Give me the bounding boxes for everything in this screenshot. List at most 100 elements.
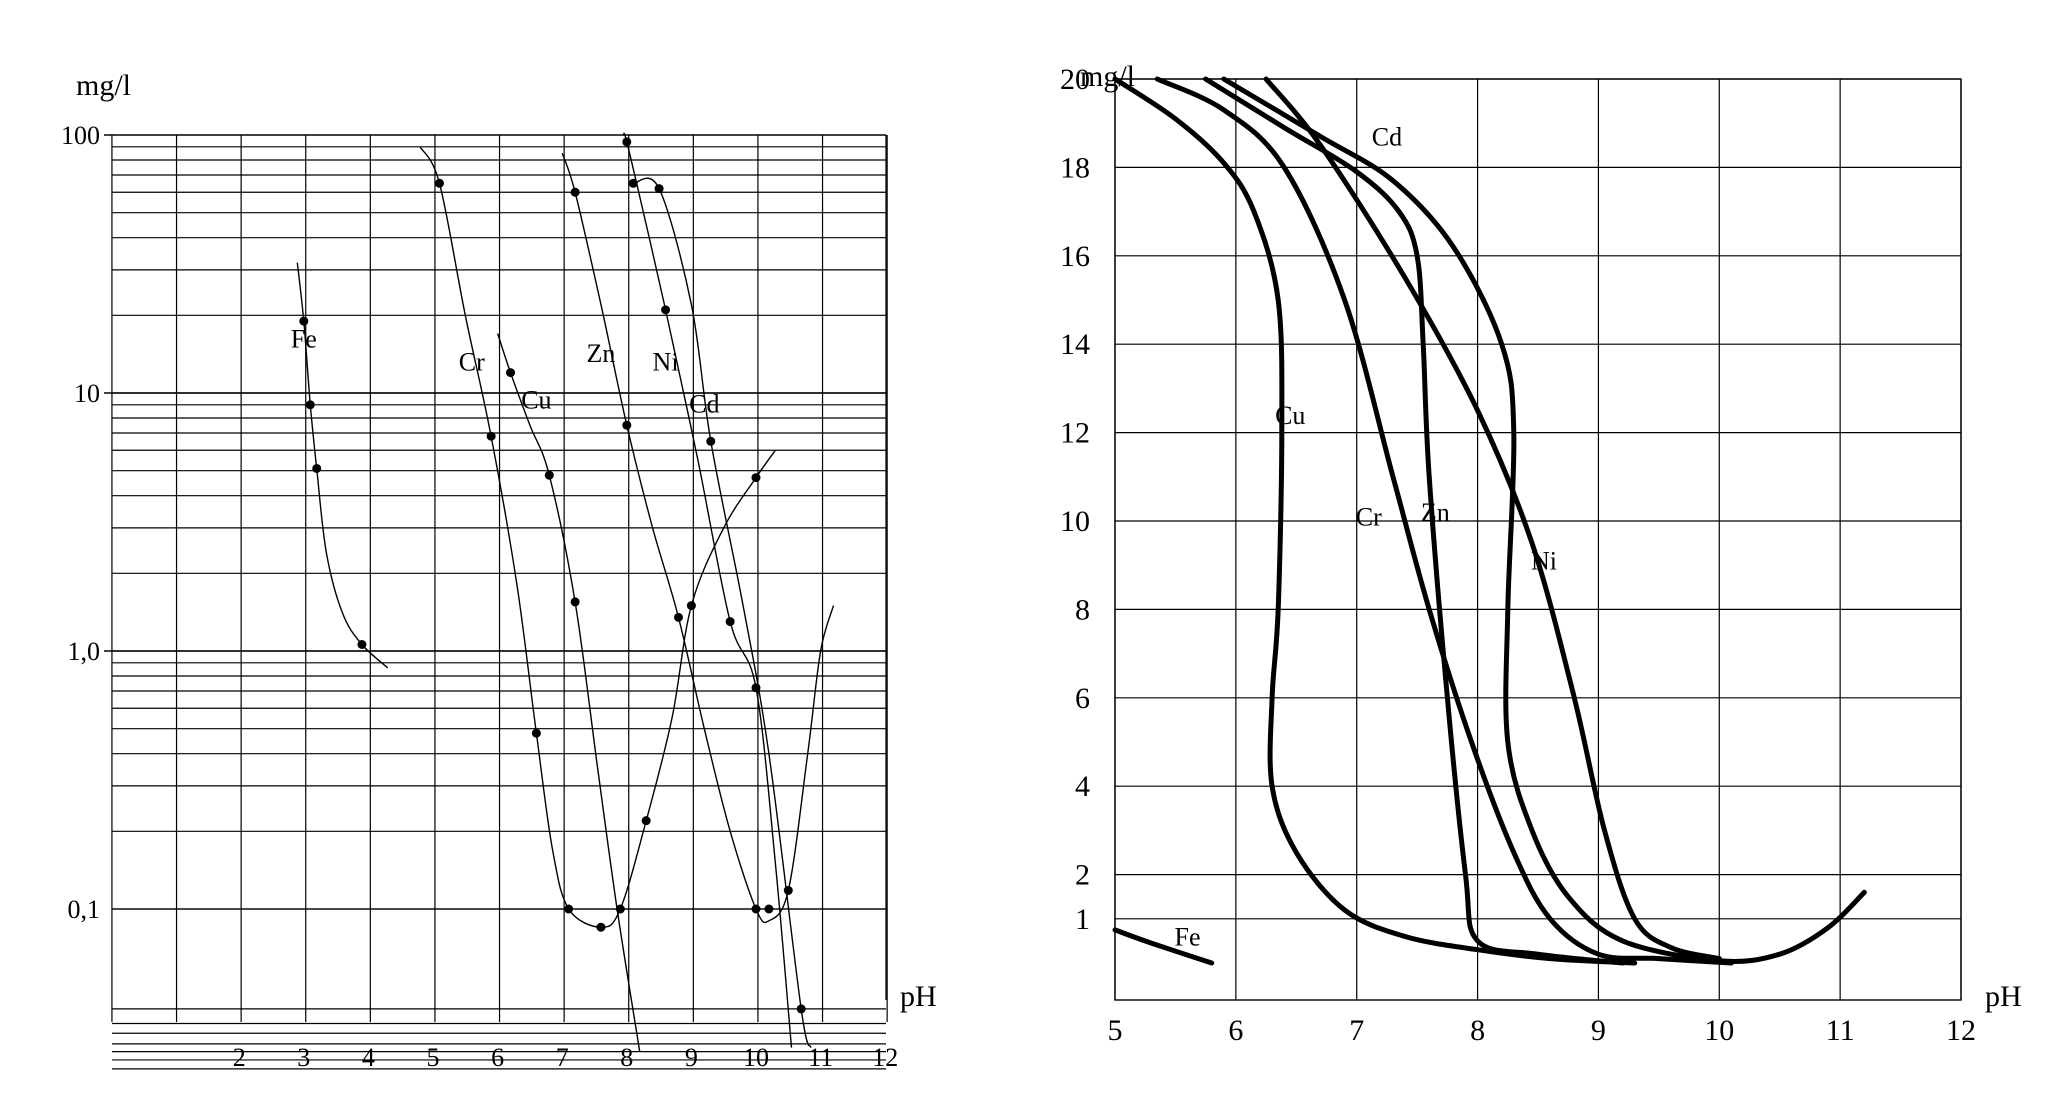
right-series-line-cu (1112, 76, 1638, 966)
left-grid (104, 134, 888, 1070)
right-x-tick-label: 8 (1470, 1014, 1485, 1047)
right-series-line-zn (1203, 76, 1626, 966)
right-x-tick-label: 6 (1228, 1014, 1243, 1047)
left-x-tick-label: 2 (233, 1043, 246, 1072)
left-x-tick-label: 4 (362, 1043, 375, 1072)
left-point-cu (570, 597, 580, 607)
right-y-tick-label: 10 (1060, 505, 1090, 538)
left-y-tick-label: 10 (74, 379, 100, 408)
left-y-tick-label: 0,1 (68, 895, 101, 924)
right-x-tick-label: 7 (1349, 1014, 1364, 1047)
left-point-cd (706, 436, 716, 446)
right-curves (1112, 76, 1867, 966)
right-series-line-ni (1263, 76, 1722, 962)
left-series-line-ni (622, 132, 793, 1048)
left-point-cr (486, 431, 496, 441)
left-x-tick-label: 8 (620, 1043, 633, 1072)
right-series-labels: Fe Cu Cr Zn Ni Cd (1175, 122, 1558, 951)
right-x-tick-labels: 5 6 7 8 9 10 11 12 (1108, 1014, 1977, 1047)
left-point-zn (570, 187, 580, 197)
left-point-cu (544, 470, 554, 480)
right-y-tick-label: 8 (1075, 593, 1090, 626)
left-y-tick-label: 1,0 (68, 637, 101, 666)
left-x-tick-label: 9 (685, 1043, 698, 1072)
left-y-tick-labels: 100 10 1,0 0,1 (61, 121, 100, 924)
right-series-label: Cr (1356, 502, 1382, 531)
left-point-cr (531, 728, 541, 738)
left-x-tick-label: 5 (427, 1043, 440, 1072)
left-x-tick-label: 6 (491, 1043, 504, 1072)
left-point-cr (564, 904, 574, 914)
left-point-cr (751, 473, 761, 483)
right-series-line-fe (1112, 927, 1215, 966)
right-frame (1114, 78, 1962, 1001)
left-series-label: Cu (521, 386, 551, 415)
left-series-label: Cr (459, 348, 485, 377)
left-point-cr (686, 601, 696, 611)
left-point-cd (628, 178, 638, 188)
left-point-ni (725, 617, 735, 627)
left-x-tick-labels: 2 3 4 5 6 7 8 9 10 11 12 (233, 1043, 899, 1072)
left-series-line-cu (496, 333, 641, 1052)
left-point-cr (596, 922, 606, 932)
right-y-tick-label: 1 (1075, 903, 1090, 936)
left-series-line-fe (296, 262, 389, 669)
right-y-tick-labels: 20 18 16 14 12 10 8 6 4 2 1 (1060, 63, 1090, 936)
right-x-tick-label: 10 (1704, 1014, 1734, 1047)
right-series-label: Zn (1421, 498, 1450, 527)
left-y-axis-label: mg/l (76, 69, 131, 102)
left-point-fe (312, 463, 322, 473)
left-series-labels: Fe Cr Cu Zn Ni Cd (291, 325, 720, 419)
left-point-zn (622, 420, 632, 430)
left-x-tick-label: 12 (872, 1043, 898, 1072)
left-point-zn (783, 885, 793, 895)
left-point-fe (299, 316, 309, 326)
left-point-ni (751, 683, 761, 693)
right-chart: 5 6 7 8 9 10 11 12 20 18 16 14 12 10 8 6 4 2 1 Fe Cu Cr Zn Ni… (1060, 60, 2022, 1047)
right-series-label: Fe (1175, 922, 1201, 951)
right-y-tick-label: 4 (1075, 770, 1090, 803)
left-point-cr (434, 178, 444, 188)
left-points (299, 137, 806, 1014)
right-series-line-cr (1154, 76, 1734, 966)
right-x-tick-label: 12 (1946, 1014, 1976, 1047)
left-point-cr (615, 904, 625, 914)
left-point-cu (506, 368, 516, 378)
right-series-label: Cd (1372, 122, 1402, 151)
right-y-tick-label: 18 (1060, 151, 1090, 184)
right-x-tick-label: 5 (1108, 1014, 1123, 1047)
left-point-zn (751, 904, 761, 914)
left-point-fe (305, 400, 315, 410)
left-series-label: Cd (689, 390, 719, 419)
left-x-axis-label: pH (900, 980, 937, 1013)
right-y-tick-label: 16 (1060, 240, 1090, 273)
left-curves (296, 132, 835, 1052)
right-y-tick-label: 2 (1075, 859, 1090, 892)
left-x-tick-label: 3 (297, 1043, 310, 1072)
right-y-tick-label: 6 (1075, 682, 1090, 715)
right-series-label: Cu (1275, 401, 1305, 430)
left-y-tick-label: 100 (61, 121, 100, 150)
left-x-tick-label: 10 (743, 1043, 769, 1072)
left-series-line-cr (419, 146, 776, 928)
left-x-tick-label: 7 (556, 1043, 569, 1072)
left-series-label: Zn (587, 339, 616, 368)
left-point-zn (673, 612, 683, 622)
right-y-tick-label: 20 (1060, 63, 1090, 96)
left-point-zn (764, 904, 774, 914)
left-series-label: Ni (653, 348, 679, 377)
right-x-tick-label: 9 (1591, 1014, 1606, 1047)
right-series-line-cd (1221, 76, 1867, 964)
right-series-label: Ni (1531, 547, 1557, 576)
left-point-cr (641, 816, 651, 826)
left-point-ni (661, 305, 671, 315)
right-y-axis-label: mg/l (1080, 60, 1135, 93)
left-x-tick-label: 11 (808, 1043, 833, 1072)
right-y-tick-label: 12 (1060, 417, 1090, 450)
left-series-line-zn (561, 152, 835, 924)
right-x-tick-label: 11 (1826, 1014, 1855, 1047)
right-x-axis-label: pH (1985, 980, 2022, 1013)
right-grid (1114, 78, 1962, 1001)
left-point-ni (622, 137, 632, 147)
